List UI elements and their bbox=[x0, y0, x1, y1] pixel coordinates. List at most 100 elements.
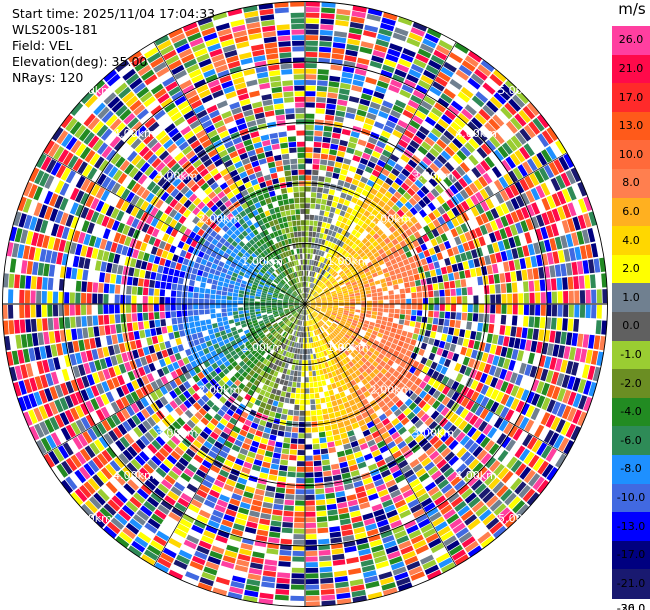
range-gate bbox=[459, 189, 469, 200]
range-gate bbox=[513, 235, 522, 247]
range-gate bbox=[262, 461, 271, 469]
range-gate bbox=[415, 433, 425, 443]
range-gate bbox=[369, 444, 379, 453]
range-gate bbox=[350, 306, 355, 310]
range-gate bbox=[337, 179, 345, 187]
range-gate bbox=[177, 344, 185, 352]
range-gate bbox=[329, 377, 335, 384]
range-gate bbox=[526, 492, 540, 506]
range-gate bbox=[472, 286, 479, 295]
range-gate bbox=[274, 594, 289, 601]
range-gate bbox=[324, 177, 332, 183]
range-gate bbox=[226, 422, 235, 430]
range-gate bbox=[384, 504, 396, 513]
range-gate bbox=[341, 205, 348, 212]
range-gate bbox=[292, 311, 297, 315]
range-gate bbox=[24, 290, 31, 304]
range-gate bbox=[54, 414, 65, 428]
range-gate bbox=[244, 589, 259, 598]
range-gate bbox=[86, 374, 95, 386]
range-gate bbox=[417, 363, 425, 371]
range-gate bbox=[516, 503, 530, 518]
range-gate bbox=[312, 231, 317, 238]
range-gate bbox=[308, 288, 310, 293]
range-gate bbox=[348, 505, 360, 512]
range-gate bbox=[500, 159, 512, 172]
range-gate bbox=[450, 475, 462, 487]
range-gate bbox=[118, 363, 127, 374]
range-gate bbox=[295, 342, 299, 348]
range-gate bbox=[434, 102, 446, 113]
range-gate bbox=[232, 300, 238, 304]
range-gate bbox=[526, 204, 535, 217]
range-gate bbox=[418, 371, 426, 380]
range-gate bbox=[497, 240, 505, 252]
range-gate bbox=[392, 104, 404, 114]
range-gate bbox=[282, 344, 287, 350]
range-gate bbox=[96, 470, 109, 484]
range-gate bbox=[309, 388, 315, 394]
range-gate bbox=[412, 240, 420, 248]
range-gate bbox=[44, 419, 55, 433]
range-gate bbox=[366, 300, 372, 304]
range-gate bbox=[279, 329, 284, 335]
range-gate bbox=[305, 35, 319, 41]
range-gate bbox=[572, 216, 581, 231]
range-gate bbox=[378, 426, 387, 435]
range-gate bbox=[305, 304, 307, 309]
range-gate bbox=[305, 265, 307, 271]
range-gate bbox=[317, 415, 323, 421]
range-gate bbox=[451, 217, 460, 227]
range-gate bbox=[415, 279, 421, 287]
range-gate bbox=[328, 447, 336, 454]
range-gate bbox=[278, 470, 287, 477]
range-gate bbox=[421, 285, 428, 292]
range-gate bbox=[168, 424, 178, 435]
range-gate bbox=[342, 266, 349, 272]
range-gate bbox=[348, 240, 354, 247]
range-gate bbox=[295, 307, 301, 311]
range-gate bbox=[115, 354, 124, 364]
range-gate bbox=[154, 280, 161, 289]
range-gate bbox=[394, 357, 402, 365]
range-gate bbox=[297, 337, 300, 343]
range-gate bbox=[161, 349, 169, 358]
range-gate bbox=[310, 306, 315, 309]
range-gate bbox=[305, 124, 314, 130]
range-gate bbox=[401, 377, 409, 385]
range-gate bbox=[339, 322, 345, 327]
range-gate bbox=[393, 191, 402, 200]
range-gate bbox=[2, 304, 8, 319]
range-gate bbox=[327, 305, 333, 307]
range-gate bbox=[370, 248, 378, 255]
range-gate bbox=[222, 375, 230, 383]
range-gate bbox=[290, 308, 295, 312]
range-gate bbox=[105, 481, 118, 494]
range-gate bbox=[305, 186, 311, 192]
range-gate bbox=[360, 507, 372, 515]
range-gate bbox=[286, 320, 291, 326]
range-gate bbox=[250, 469, 260, 477]
range-gate bbox=[392, 74, 405, 83]
range-gate bbox=[369, 221, 376, 229]
range-gate bbox=[563, 304, 569, 317]
range-gate bbox=[218, 340, 225, 347]
range-gate bbox=[409, 120, 421, 130]
range-gate bbox=[311, 290, 315, 295]
range-gate bbox=[281, 316, 287, 321]
range-gate bbox=[460, 252, 468, 262]
range-gate bbox=[241, 442, 251, 451]
range-gate bbox=[495, 391, 505, 403]
range-gate bbox=[335, 276, 341, 281]
range-gate bbox=[113, 344, 121, 355]
range-gate bbox=[142, 346, 150, 356]
range-gate bbox=[535, 367, 543, 380]
range-gate bbox=[390, 404, 399, 413]
range-gate bbox=[306, 282, 309, 288]
range-gate bbox=[270, 329, 276, 334]
range-gate bbox=[455, 373, 464, 383]
range-gate bbox=[368, 255, 376, 261]
range-gate bbox=[135, 339, 142, 349]
range-gate bbox=[299, 314, 302, 320]
range-gate bbox=[279, 396, 285, 403]
